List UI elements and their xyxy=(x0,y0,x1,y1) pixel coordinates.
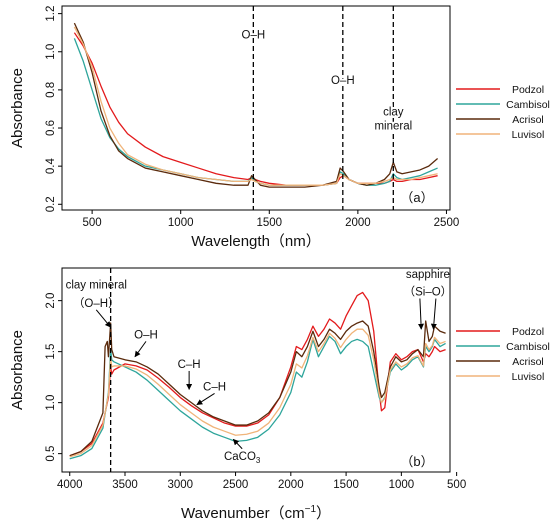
series-group xyxy=(73,22,439,188)
series-line-acrisol xyxy=(69,320,446,457)
y-tick-label: 1.0 xyxy=(45,44,57,60)
y-axis-label: Absorbance xyxy=(9,330,26,410)
annotation-label: （Si–O） xyxy=(404,286,453,299)
reference-line-label-line2: mineral xyxy=(374,121,412,133)
x-tick-label: 3500 xyxy=(112,479,138,491)
legend-label: Acrisol xyxy=(512,356,544,368)
annotation-label: CaCO3 xyxy=(224,451,261,465)
y-tick-label: 1.5 xyxy=(45,344,57,360)
legend-label: Podzol xyxy=(512,84,544,96)
series-line-acrisol xyxy=(73,22,439,188)
y-tick-label: 0.2 xyxy=(45,196,57,212)
x-axis-label: Wavenumber（cm−1） xyxy=(181,504,331,522)
x-tick-label: 500 xyxy=(83,217,102,229)
x-tick-label: 1000 xyxy=(389,479,415,491)
annotation-text: C–H xyxy=(203,381,226,393)
annotation-arrow xyxy=(430,298,437,330)
annotation-text: CaCO xyxy=(224,451,256,463)
annotation-text: （Si–O） xyxy=(404,286,453,299)
x-axis-label-close: ） xyxy=(316,505,331,522)
x-axis-label: Wavelength（nm） xyxy=(191,233,321,250)
annotation-arrow xyxy=(196,392,215,406)
legend-label: Luvisol xyxy=(512,371,545,383)
annotation-label: clay mineral xyxy=(66,279,127,291)
x-tick-label: 500 xyxy=(447,479,466,491)
legend-label: Cambisol xyxy=(506,99,550,111)
series-line-luvisol xyxy=(69,328,446,458)
annotation-arrow xyxy=(232,438,243,450)
panel-tag: （a） xyxy=(400,190,433,205)
x-tick-label: 1500 xyxy=(256,217,282,229)
y-axis-label: Absorbance xyxy=(9,68,26,148)
annotation-arrow xyxy=(418,298,425,330)
annotation-label: sapphire xyxy=(406,269,450,281)
x-tick-label: 3000 xyxy=(167,479,193,491)
y-tick-label: 1.0 xyxy=(45,395,57,411)
plot-frame xyxy=(61,5,451,211)
x-tick-label: 1500 xyxy=(333,479,359,491)
annotation-subscript: 3 xyxy=(256,456,261,465)
panel-b: 4000 3500 3000 2500 2000 1500 1000 500 0.5 1.0 1.5… xyxy=(9,267,550,522)
legend-label: Podzol xyxy=(512,326,544,338)
y-tick-label: 0.5 xyxy=(45,446,57,462)
x-axis-label-text: Wavenumber（cm xyxy=(181,505,305,522)
series-group xyxy=(69,291,446,460)
y-tick-label: 2.0 xyxy=(45,293,57,309)
series-line-cambisol xyxy=(69,335,446,460)
x-axis-label-text: Wavelength（nm） xyxy=(191,233,321,250)
y-tick-label: 0.4 xyxy=(45,158,57,175)
plot-frame xyxy=(61,267,451,473)
x-tick-label: 2500 xyxy=(223,479,249,491)
x-axis-label-superscript: −1 xyxy=(305,504,317,515)
reference-line-label: O–H xyxy=(242,29,266,41)
y-tick-label: 0.8 xyxy=(45,82,57,98)
legend-label: Acrisol xyxy=(512,114,544,126)
annotation-text: C–H xyxy=(178,359,201,371)
x-tick-label: 2000 xyxy=(345,217,371,229)
annotation-text: clay mineral xyxy=(66,279,127,291)
annotation-text: （O–H） xyxy=(73,297,120,310)
reference-line-label: clay xyxy=(383,107,404,119)
legend-label: Luvisol xyxy=(512,129,545,141)
annotation-label: O–H xyxy=(134,329,158,341)
x-tick-label: 2000 xyxy=(278,479,304,491)
y-tick-label: 0.6 xyxy=(45,120,57,136)
panel-tag: （b） xyxy=(400,454,433,469)
panel-a: 500 1000 1500 2000 2500 0.2 0.4 0.6 0.8 1.0 1.2 Wav… xyxy=(9,5,550,250)
x-tick-label: 2500 xyxy=(434,217,460,229)
reference-line-label: O–H xyxy=(331,75,355,87)
annotation-text: O–H xyxy=(134,329,158,341)
annotation-label: C–H xyxy=(178,359,201,371)
annotation-text: sapphire xyxy=(406,269,450,281)
annotation-label: （O–H） xyxy=(73,297,120,310)
annotation-label: C–H xyxy=(203,381,226,393)
y-tick-label: 1.2 xyxy=(45,6,57,22)
annotation-arrow xyxy=(134,341,147,358)
series-line-podzol xyxy=(69,291,446,457)
x-tick-label: 4000 xyxy=(57,479,83,491)
x-tick-label: 1000 xyxy=(168,217,194,229)
annotation-arrow xyxy=(95,309,112,328)
legend-label: Cambisol xyxy=(506,341,550,353)
